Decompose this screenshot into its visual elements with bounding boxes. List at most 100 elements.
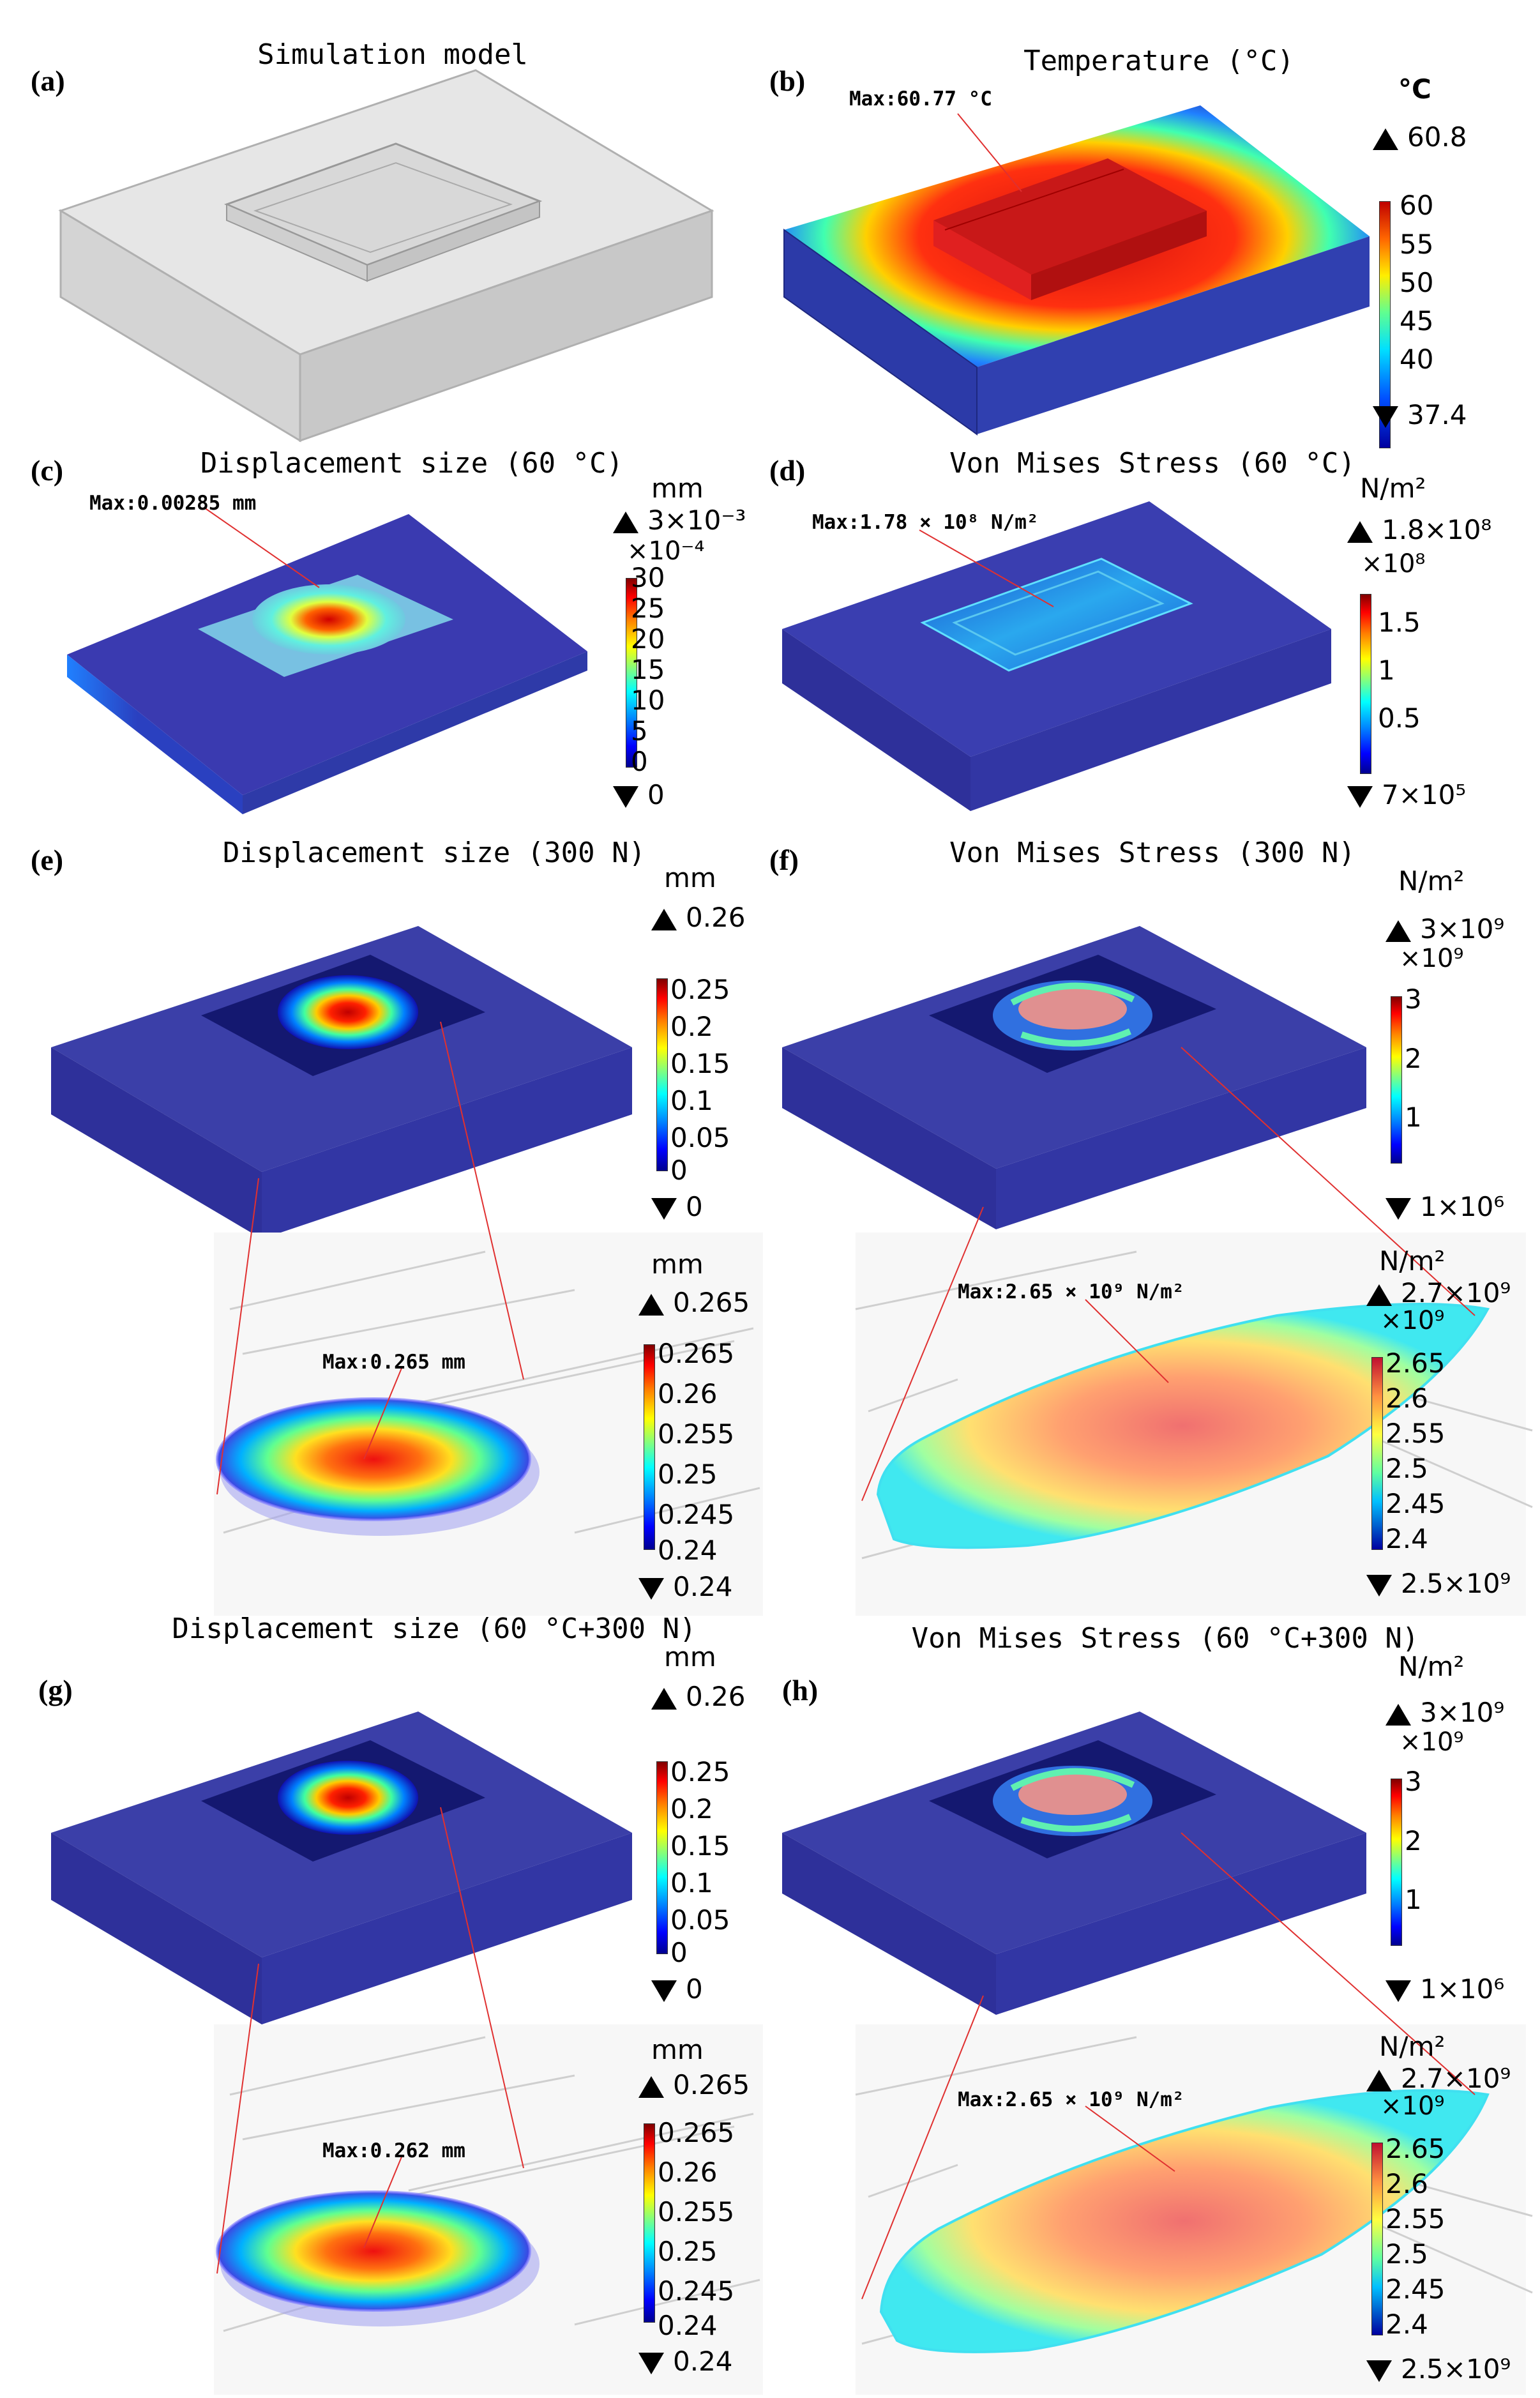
max-triangle-icon	[1385, 1703, 1411, 1726]
legend-c: mm 3×10⁻³ ×10⁻⁴ 30 25 20 15 10 5 0 0	[613, 473, 766, 817]
legend-g: mm 0.26 0.25 0.2 0.15 0.1 0.05 0 0	[651, 1641, 779, 2012]
legend-d-colorbar	[1360, 594, 1371, 774]
legend-d-min: 7×10⁵	[1347, 779, 1466, 810]
panel-e-zoom	[214, 1233, 763, 1616]
max-triangle-icon	[1373, 128, 1398, 150]
max-triangle-icon	[1347, 520, 1373, 543]
legend-e-zoom-tick: 0.245	[658, 1499, 735, 1530]
legend-b-colorbar	[1379, 201, 1391, 448]
legend-g-zoom-tick: 0.245	[658, 2275, 735, 2307]
legend-f-zoom-tick: 2.65	[1385, 1347, 1446, 1379]
legend-h-multiplier: ×10⁹	[1400, 1727, 1464, 1757]
legend-f-zoom-tick: 2.45	[1385, 1488, 1446, 1519]
legend-g-unit: mm	[664, 1641, 716, 1673]
legend-h-zoom: N/m² 2.7×10⁹ ×10⁹ 2.65 2.6 2.55 2.5 2.45…	[1366, 2031, 1534, 2395]
legend-h-zoom-multiplier: ×10⁹	[1380, 2091, 1445, 2121]
min-triangle-icon	[651, 1980, 677, 2002]
legend-f-zoom-multiplier: ×10⁹	[1380, 1306, 1445, 1335]
annotation-b-max: Max:60.77 °C	[849, 87, 992, 110]
legend-h-colorbar	[1391, 1779, 1402, 1946]
legend-e-zoom-max: 0.265	[638, 1287, 750, 1318]
legend-e-zoom-tick: 0.24	[658, 1535, 718, 1566]
panel-title-c: Displacement size (60 °C)	[200, 447, 624, 480]
legend-d: N/m² 1.8×10⁸ ×10⁸ 1.5 1 0.5 7×10⁵	[1347, 473, 1532, 817]
panel-label-c: (c)	[31, 454, 64, 487]
legend-f-min: 1×10⁶	[1385, 1191, 1504, 1222]
min-triangle-icon	[1366, 2360, 1392, 2382]
annotation-c-max: Max:0.00285 mm	[89, 492, 257, 515]
legend-c-unit: mm	[651, 473, 704, 504]
legend-d-tick: 0.5	[1378, 702, 1421, 734]
legend-g-min: 0	[651, 1973, 703, 2005]
legend-e-zoom-tick: 0.265	[658, 1338, 735, 1369]
legend-b-tick: 55	[1400, 229, 1434, 260]
panel-title-e: Displacement size (300 N)	[222, 837, 646, 869]
annotation-g-max: Max:0.262 mm	[322, 2139, 465, 2162]
legend-h: N/m² 3×10⁹ ×10⁹ 3 2 1 1×10⁶	[1385, 1651, 1532, 2008]
legend-g-zoom-min: 0.24	[638, 2346, 733, 2377]
min-triangle-icon	[651, 1197, 677, 1220]
min-triangle-icon	[1385, 1980, 1411, 2002]
legend-f-zoom-min: 2.5×10⁹	[1366, 1568, 1511, 1599]
legend-h-zoom-tick: 2.65	[1385, 2133, 1446, 2164]
panel-label-g: (g)	[38, 1674, 73, 1706]
panel-d-stress	[782, 501, 1331, 811]
legend-h-zoom-tick: 2.6	[1385, 2168, 1428, 2199]
panel-title-a: Simulation model	[257, 38, 528, 71]
legend-f-colorbar	[1391, 996, 1402, 1164]
legend-h-tick: 2	[1405, 1825, 1422, 1856]
legend-g-zoom-max: 0.265	[638, 2069, 750, 2100]
legend-b-tick: 40	[1400, 344, 1434, 375]
min-triangle-icon	[1347, 785, 1373, 808]
legend-g-zoom-colorbar	[644, 2123, 655, 2323]
legend-b-tick: 50	[1400, 267, 1434, 298]
legend-b-unit: °C	[1398, 73, 1431, 105]
annotation-h-max: Max:2.65 × 10⁹ N/m²	[958, 2088, 1184, 2111]
annotation-f-max: Max:2.65 × 10⁹ N/m²	[958, 1280, 1184, 1303]
panel-label-f: (f)	[769, 844, 799, 876]
legend-g-zoom-tick: 0.25	[658, 2236, 718, 2267]
legend-g-tick: 0.25	[670, 1756, 730, 1787]
max-triangle-icon	[1385, 920, 1411, 942]
panel-label-b: (b)	[769, 65, 806, 97]
legend-f-unit: N/m²	[1398, 865, 1465, 897]
legend-h-zoom-unit: N/m²	[1379, 2031, 1446, 2062]
legend-e-zoom-tick: 0.26	[658, 1378, 718, 1409]
panel-g-zoom	[214, 2024, 763, 2395]
legend-e-unit: mm	[664, 862, 716, 893]
legend-h-zoom-tick: 2.5	[1385, 2238, 1428, 2270]
panel-title-d: Von Mises Stress (60 °C)	[949, 447, 1355, 480]
legend-g-max: 0.26	[651, 1681, 746, 1712]
max-triangle-icon	[638, 2075, 664, 2098]
legend-f-zoom-tick: 2.4	[1385, 1523, 1428, 1554]
panel-b-temperature	[783, 105, 1370, 436]
panel-f-zoom	[855, 1233, 1533, 1616]
legend-f-zoom-max: 2.7×10⁹	[1366, 1277, 1511, 1309]
legend-h-zoom-tick: 2.45	[1385, 2273, 1446, 2305]
legend-g-zoom-tick: 0.24	[658, 2310, 718, 2341]
legend-e-zoom-tick: 0.255	[658, 1418, 735, 1450]
legend-d-tick: 1.5	[1378, 607, 1421, 638]
panel-title-b: Temperature (°C)	[1023, 45, 1294, 77]
panel-e-displacement	[51, 926, 632, 1239]
legend-e-max: 0.26	[651, 902, 746, 933]
legend-h-zoom-tick: 2.4	[1385, 2309, 1428, 2340]
legend-f: N/m² 3×10⁹ ×10⁹ 3 2 1 1×10⁶	[1385, 865, 1532, 1223]
annotation-e-max: Max:0.265 mm	[322, 1351, 465, 1374]
panel-c-displacement	[67, 514, 587, 814]
max-triangle-icon	[638, 1293, 664, 1316]
legend-g-tick: 0.05	[670, 1904, 730, 1936]
panel-label-h: (h)	[782, 1674, 819, 1706]
legend-f-max: 3×10⁹	[1385, 913, 1504, 945]
legend-e-zoom: mm 0.265 0.265 0.26 0.255 0.25 0.245 0.2…	[638, 1248, 779, 1606]
legend-c-multiplier: ×10⁻⁴	[627, 536, 705, 566]
legend-e-min: 0	[651, 1191, 703, 1222]
legend-g-tick: 0.1	[670, 1867, 713, 1899]
legend-f-zoom-colorbar	[1371, 1357, 1383, 1550]
legend-f-tick: 2	[1405, 1043, 1422, 1074]
legend-c-tick: 20	[631, 623, 665, 655]
legend-b-tick: 60	[1400, 190, 1434, 221]
legend-c-tick: 25	[631, 593, 665, 624]
legend-f-zoom-unit: N/m²	[1379, 1245, 1446, 1277]
